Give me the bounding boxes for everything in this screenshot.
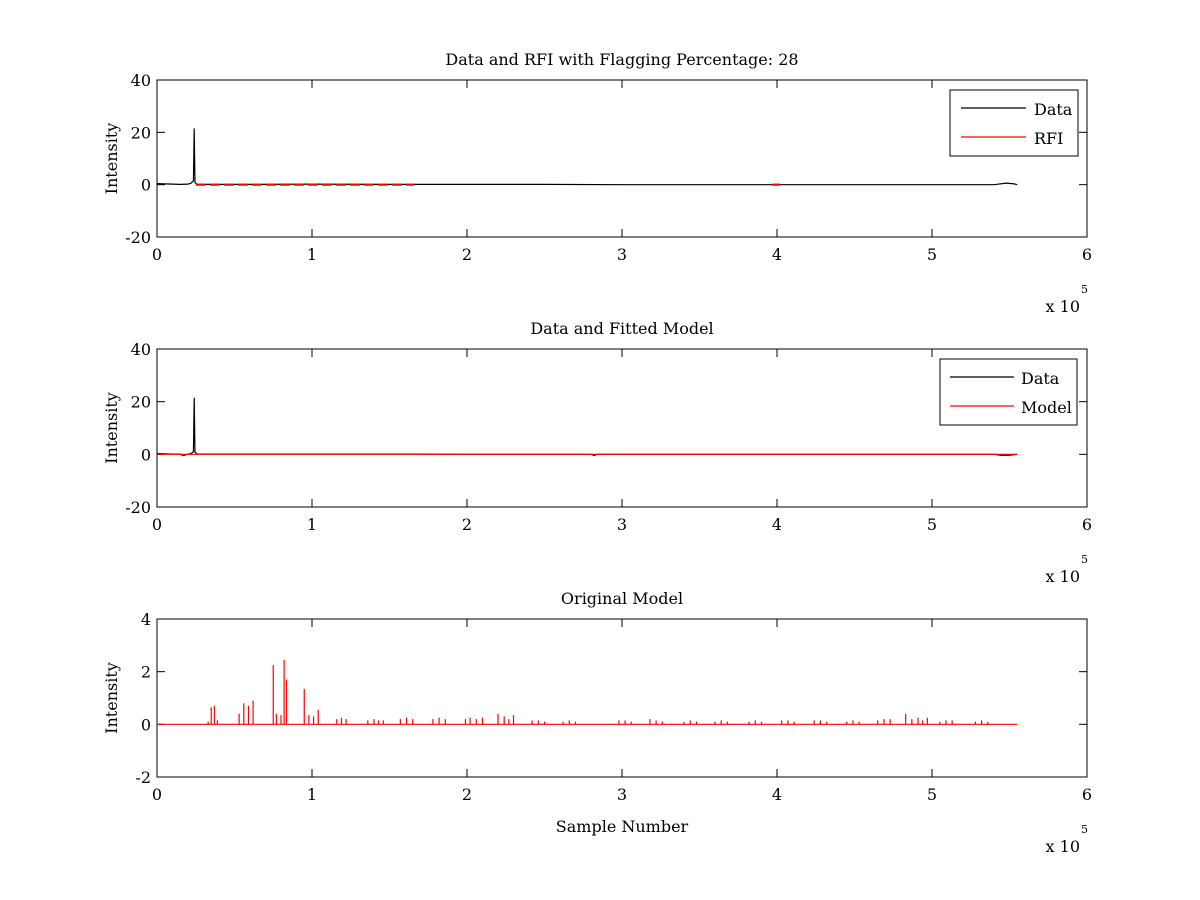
x-multiplier-exponent: 5 <box>1081 553 1088 566</box>
x-tick-label: 2 <box>462 785 472 804</box>
x-tick-label: 3 <box>617 245 627 264</box>
subplot-title: Original Model <box>561 589 683 608</box>
x-multiplier-exponent: 5 <box>1081 823 1088 836</box>
x-tick-label: 1 <box>307 245 317 264</box>
y-tick-label: 20 <box>131 393 151 412</box>
y-tick-label: 0 <box>141 176 151 195</box>
x-tick-label: 3 <box>617 515 627 534</box>
x-tick-label: 6 <box>1082 785 1092 804</box>
legend-label: Data <box>1021 369 1060 388</box>
x-multiplier-exponent: 5 <box>1081 283 1088 296</box>
x-tick-label: 3 <box>617 785 627 804</box>
x-tick-label: 1 <box>307 515 317 534</box>
legend-label: RFI <box>1034 129 1063 148</box>
x-tick-label: 2 <box>462 245 472 264</box>
x-tick-label: 4 <box>772 245 782 264</box>
legend-label: Data <box>1034 100 1073 119</box>
x-axis-label: Sample Number <box>556 817 689 836</box>
y-tick-label: 2 <box>141 663 151 682</box>
legend: Data Model <box>939 358 1078 426</box>
y-axis-label: Intensity <box>102 392 121 464</box>
x-tick-label: 5 <box>927 245 937 264</box>
x-tick-label: 0 <box>152 245 162 264</box>
legend: Data RFI <box>949 89 1079 157</box>
x-tick-label: 0 <box>152 785 162 804</box>
x-tick-label: 6 <box>1082 245 1092 264</box>
y-tick-label: 0 <box>141 715 151 734</box>
x-tick-label: 1 <box>307 785 317 804</box>
x-tick-label: 6 <box>1082 515 1092 534</box>
legend-box <box>949 89 1079 157</box>
subplot-title: Data and Fitted Model <box>530 319 713 338</box>
x-tick-label: 2 <box>462 515 472 534</box>
y-axis-label: Intensity <box>102 662 121 734</box>
series-line-data <box>157 128 1018 186</box>
axes-frame <box>156 79 1088 238</box>
x-multiplier-label: x 10 <box>1046 297 1080 316</box>
plot-area <box>157 659 1018 725</box>
x-multiplier-label: x 10 <box>1046 567 1080 586</box>
plot-area <box>157 128 1018 186</box>
y-tick-label: -20 <box>125 228 151 247</box>
subplot-title: Data and RFI with Flagging Percentage: 2… <box>445 50 798 69</box>
x-multiplier-label: x 10 <box>1046 837 1080 856</box>
x-tick-label: 0 <box>152 515 162 534</box>
y-axis-label: Intensity <box>102 123 121 195</box>
legend-label: Model <box>1021 398 1072 417</box>
x-tick-label: 5 <box>927 515 937 534</box>
y-tick-label: 0 <box>141 445 151 464</box>
x-tick-label: 5 <box>927 785 937 804</box>
axes-frame <box>156 348 1088 508</box>
x-tick-label: 4 <box>772 515 782 534</box>
y-tick-label: -20 <box>125 498 151 517</box>
y-tick-label: 40 <box>131 71 151 90</box>
y-tick-label: 40 <box>131 340 151 359</box>
plot-area <box>157 397 1018 457</box>
x-tick-label: 4 <box>772 785 782 804</box>
y-tick-label: 20 <box>131 123 151 142</box>
axes-frame <box>156 618 1088 778</box>
y-tick-label: 4 <box>141 610 151 629</box>
legend-box <box>939 358 1078 426</box>
y-tick-label: -2 <box>135 768 151 787</box>
